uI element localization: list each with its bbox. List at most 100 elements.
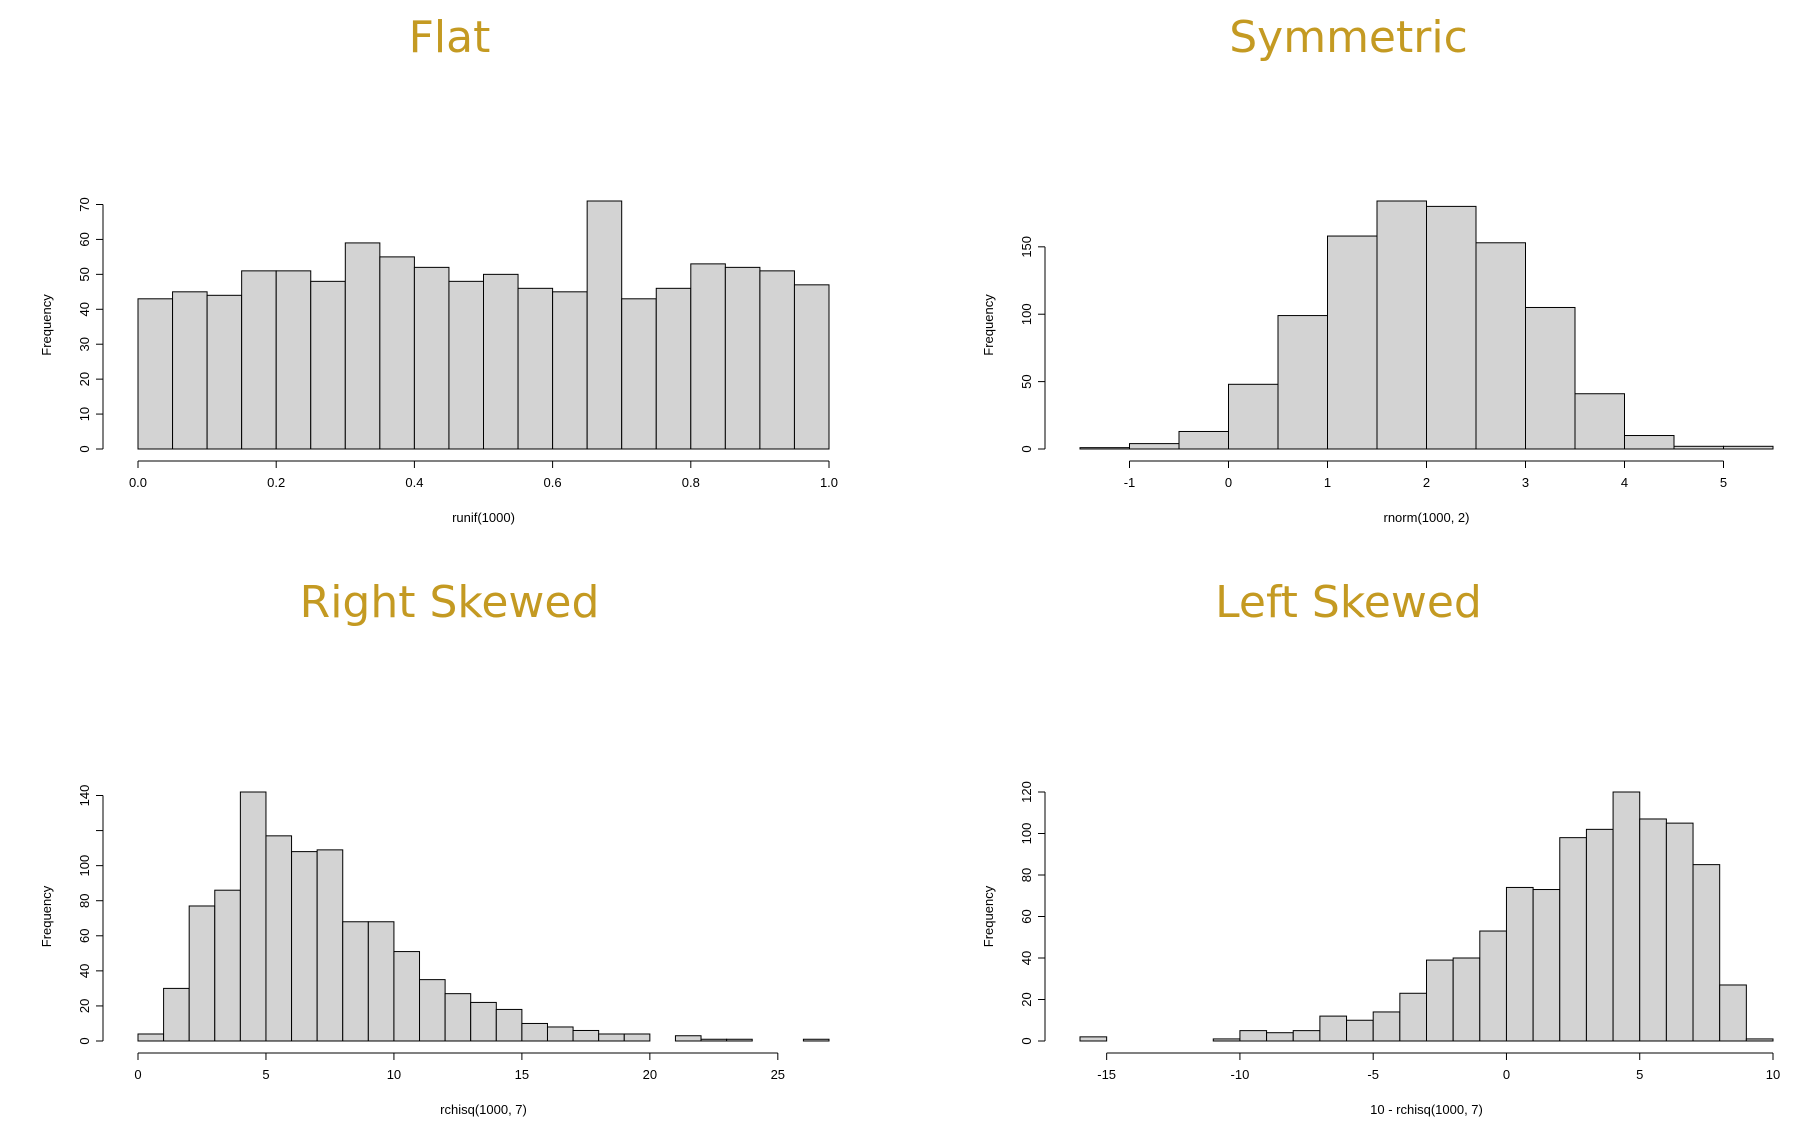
histogram-bar (1574, 393, 1625, 450)
y-tick-label: 100 (1019, 823, 1034, 845)
histogram-bar (690, 263, 726, 450)
histogram-bar (1639, 818, 1667, 1042)
histogram-bar (310, 280, 346, 450)
x-tick-label: 0.6 (544, 475, 562, 490)
y-tick-label: 140 (77, 785, 92, 807)
histogram-bar (1745, 1038, 1774, 1042)
chart-title: Left Skewed (1215, 577, 1482, 628)
histogram-bar (1532, 889, 1561, 1042)
histogram-bar (470, 1001, 497, 1042)
histogram-bar (239, 791, 267, 1042)
histogram-bar (1327, 235, 1378, 450)
histogram-bar (163, 987, 190, 1042)
histogram-bar (1475, 242, 1526, 450)
x-tick-label: 0.2 (267, 475, 285, 490)
y-tick-label: 70 (77, 197, 92, 211)
x-tick-label: -5 (1367, 1067, 1379, 1082)
histogram-bar (655, 287, 692, 450)
x-axis-label: rnorm(1000, 2) (1384, 510, 1470, 525)
histogram-bar (137, 1033, 165, 1042)
x-axis-label: runif(1000) (452, 510, 515, 525)
histogram-bar (172, 291, 208, 450)
x-tick-label: 4 (1621, 475, 1628, 490)
histogram-bar (1719, 984, 1747, 1042)
y-tick-label: 150 (1019, 236, 1034, 258)
y-tick-label: 0 (1019, 445, 1034, 452)
histogram-bar (342, 921, 369, 1042)
y-tick-label: 80 (77, 893, 92, 907)
y-tick-label: 60 (77, 232, 92, 246)
chart-title: Flat (408, 12, 491, 63)
x-axis-label: rchisq(1000, 7) (440, 1102, 527, 1117)
x-tick-label: 0 (134, 1067, 141, 1082)
y-tick-label: 100 (1019, 303, 1034, 325)
histogram-bar (1129, 443, 1180, 450)
histogram-bar (1559, 837, 1587, 1042)
x-tick-label: 3 (1522, 475, 1529, 490)
histogram-bar (1426, 205, 1477, 450)
y-axis-label: Frequency (981, 294, 996, 356)
chart-panel-right-skewed: Right Skewed 0 5 10 15 20 25 0 20 40 60 80 100 140 rc… (0, 565, 899, 1130)
x-tick-label: 0.4 (405, 475, 423, 490)
histogram-bar (1624, 435, 1675, 450)
histogram-bar (1292, 1030, 1321, 1042)
histogram-bar (483, 273, 519, 450)
y-tick-label: 0 (77, 445, 92, 452)
y-tick-label: 20 (1019, 992, 1034, 1006)
y-tick-label: 120 (1019, 781, 1034, 803)
y-tick-label: 40 (1019, 951, 1034, 965)
histogram-bar (241, 270, 277, 450)
x-axis-label: 10 - rchisq(1000, 7) (1370, 1102, 1483, 1117)
x-tick-label: 25 (771, 1067, 785, 1082)
histogram-bar (1376, 200, 1427, 450)
y-tick-label: 60 (1019, 909, 1034, 923)
histogram-bar (367, 921, 395, 1042)
histogram-bar (802, 1038, 830, 1042)
histogram-bar (444, 993, 472, 1042)
x-tick-label: 0.8 (682, 475, 700, 490)
histogram-bar (1585, 828, 1614, 1042)
x-tick-label: -10 (1231, 1067, 1250, 1082)
histogram-bar (379, 256, 415, 450)
y-tick-label: 80 (1019, 868, 1034, 882)
histogram-bar (1178, 430, 1229, 450)
histogram-flat: 0.0 0.2 0.4 0.6 0.8 1.0 0 10 20 30 40 50 60 70 runif(1… (39, 197, 838, 525)
histogram-bar (517, 287, 554, 450)
histogram-bar (413, 266, 450, 450)
histogram-bar (1525, 306, 1576, 450)
histogram-bar (1266, 1032, 1294, 1042)
y-tick-label: 10 (77, 407, 92, 421)
x-tick-label: 20 (643, 1067, 657, 1082)
histogram-bar (1692, 864, 1721, 1042)
x-tick-label: 0 (1503, 1067, 1510, 1082)
histogram-bar (448, 280, 485, 450)
chart-title: Symmetric (1229, 12, 1468, 63)
chart-title: Right Skewed (299, 577, 600, 628)
x-tick-label: 10 (1766, 1067, 1780, 1082)
x-tick-label: 0 (1225, 475, 1232, 490)
y-tick-label: 40 (77, 964, 92, 978)
x-tick-label: 0.0 (129, 475, 147, 490)
y-tick-label: 0 (77, 1037, 92, 1044)
histogram-bar (1319, 1015, 1348, 1042)
histogram-bar (1665, 822, 1694, 1042)
histogram-bar (759, 270, 795, 450)
y-axis-label: Frequency (39, 885, 54, 947)
histogram-bar (700, 1038, 728, 1042)
histogram-bar (206, 294, 243, 450)
y-tick-label: 50 (1019, 374, 1034, 388)
histogram-bar (1346, 1019, 1374, 1042)
histogram-bar (1452, 957, 1481, 1042)
chart-panel-left-skewed: Left Skewed -15 -10 -5 0 5 10 0 20 40 60 80 100 120 1… (899, 565, 1798, 1130)
histogram-bar (552, 291, 588, 450)
histogram-bar (1372, 1011, 1401, 1042)
y-tick-label: 100 (77, 855, 92, 877)
histogram-bar (586, 200, 623, 450)
histogram-bar (572, 1029, 600, 1042)
x-tick-label: 1.0 (820, 475, 838, 490)
histogram-bar (393, 951, 421, 1042)
histogram-right-skewed: 0 5 10 15 20 25 0 20 40 60 80 100 140 rchisq(1000, 7)… (39, 785, 830, 1117)
histogram-bar (1399, 992, 1428, 1042)
x-tick-label: 10 (387, 1067, 401, 1082)
